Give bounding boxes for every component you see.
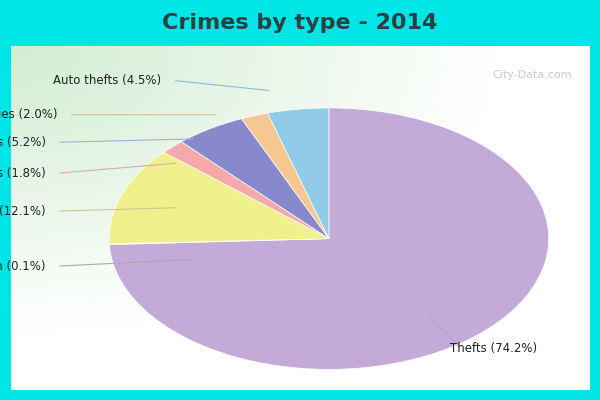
Wedge shape — [164, 142, 329, 239]
Text: Assaults (5.2%): Assaults (5.2%) — [0, 136, 46, 149]
Text: Crimes by type - 2014: Crimes by type - 2014 — [163, 13, 437, 33]
Text: City-Data.com: City-Data.com — [492, 70, 572, 80]
Wedge shape — [109, 108, 549, 369]
Text: Thefts (74.2%): Thefts (74.2%) — [451, 342, 538, 355]
Wedge shape — [181, 119, 329, 239]
Text: Robberies (2.0%): Robberies (2.0%) — [0, 108, 57, 121]
Text: Arson (0.1%): Arson (0.1%) — [0, 260, 46, 273]
Wedge shape — [109, 152, 329, 244]
Wedge shape — [109, 239, 329, 244]
Wedge shape — [268, 108, 329, 239]
Text: Auto thefts (4.5%): Auto thefts (4.5%) — [53, 74, 161, 87]
Text: Rapes (1.8%): Rapes (1.8%) — [0, 167, 46, 180]
Text: Burglaries (12.1%): Burglaries (12.1%) — [0, 205, 46, 218]
Wedge shape — [242, 113, 329, 239]
